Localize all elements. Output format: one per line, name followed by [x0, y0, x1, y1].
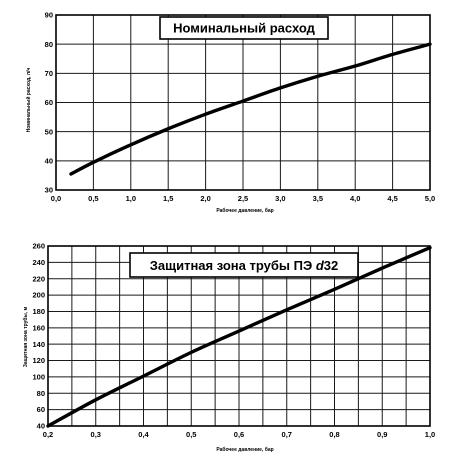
- c2-x-tick-label: 0,7: [282, 430, 292, 439]
- zone-title-frame: [129, 252, 359, 278]
- c2-y-tick-label: 260: [32, 242, 45, 251]
- c2-x-tick-label: 0,2: [43, 430, 53, 439]
- c1-y-tick-label: 90: [45, 11, 53, 20]
- c1-x-tick-label: 1,0: [126, 194, 136, 203]
- c1-x-tick-label: 0,0: [51, 194, 61, 203]
- c2-y-tick-label: 160: [32, 323, 45, 332]
- flow-chart-title: Номинальный расход: [173, 21, 316, 36]
- c2-x-tick-label: 0,9: [377, 430, 387, 439]
- c2-x-tick-label: 1,0: [425, 430, 435, 439]
- c2-y-tick-label: 100: [32, 373, 45, 382]
- c1-y-tick-label: 40: [45, 156, 53, 165]
- flow-rate-curve: [69, 42, 432, 176]
- c1-x-tick-label: 2,5: [238, 194, 248, 203]
- c2-y-tick-label: 40: [37, 422, 45, 431]
- flow-title-box: Номинальный расход: [159, 16, 329, 40]
- zone-plot-frame: [47, 245, 431, 427]
- c1-y-tick-label: 70: [45, 69, 53, 78]
- protection-zone-curve: [46, 245, 432, 428]
- c1-y-tick-label: 80: [45, 40, 53, 49]
- c2-y-tick-label: 80: [37, 389, 45, 398]
- c2-y-tick-label: 140: [32, 340, 45, 349]
- flow-rate-chart: 0,0 0,5 1,0 1,5 2,0 2,5 3,0 3,5 4,0 4,5 5,0 30 40 50…: [25, 11, 435, 214]
- c2-x-tick-label: 0,6: [234, 430, 244, 439]
- c1-x-tick-label: 5,0: [425, 194, 435, 203]
- flow-x-ticks: 0,0 0,5 1,0 1,5 2,0 2,5 3,0 3,5 4,0 4,5 5,0: [51, 194, 435, 203]
- c1-y-tick-label: 30: [45, 186, 53, 195]
- c2-y-tick-label: 180: [32, 307, 45, 316]
- zone-x-ticks: 0,2 0,3 0,4 0,5 0,6 0,7 0,8 0,9 1,0: [43, 430, 435, 439]
- c1-x-tick-label: 3,0: [275, 194, 285, 203]
- c1-x-tick-label: 2,0: [200, 194, 210, 203]
- c2-x-tick-label: 0,8: [329, 430, 339, 439]
- zone-x-axis-label: Рабочее давление, бар: [216, 446, 273, 453]
- c2-x-tick-label: 0,3: [91, 430, 101, 439]
- flow-x-axis-label: Рабочее давление, бар: [216, 207, 273, 214]
- c1-x-tick-label: 1,5: [163, 194, 173, 203]
- c2-y-tick-label: 60: [37, 405, 45, 414]
- flow-plot-frame: [55, 14, 431, 191]
- c2-y-tick-label: 200: [32, 291, 45, 300]
- c1-x-tick-label: 4,5: [387, 194, 397, 203]
- c2-x-tick-label: 0,5: [186, 430, 196, 439]
- c1-x-tick-label: 0,5: [88, 194, 98, 203]
- c2-y-tick-label: 220: [32, 274, 45, 283]
- c1-y-tick-label: 60: [45, 98, 53, 107]
- flow-title-frame: [159, 16, 329, 40]
- c1-x-tick-label: 3,5: [313, 194, 323, 203]
- c2-y-tick-label: 120: [32, 356, 45, 365]
- protection-zone-chart: 0,2 0,3 0,4 0,5 0,6 0,7 0,8 0,9 1,0 40 60 80 100 120…: [22, 242, 435, 453]
- zone-chart-title: Защитная зона трубы ПЭ d32: [150, 258, 339, 273]
- flow-y-axis-label: Номинальный расход, л/ч: [25, 68, 32, 133]
- zone-title-box: Защитная зона трубы ПЭ d32: [129, 252, 359, 278]
- c1-x-tick-label: 4,0: [350, 194, 360, 203]
- flow-y-ticks: 30 40 50 60 70 80 90: [45, 11, 53, 195]
- c2-x-tick-label: 0,4: [138, 430, 149, 439]
- c1-y-tick-label: 50: [45, 127, 53, 136]
- zone-y-axis-label: Защитная зона трубы, м: [22, 306, 29, 367]
- zone-y-ticks: 40 60 80 100 120 140 160 180 200 220 240 260: [32, 242, 45, 431]
- c2-y-tick-label: 240: [32, 258, 45, 267]
